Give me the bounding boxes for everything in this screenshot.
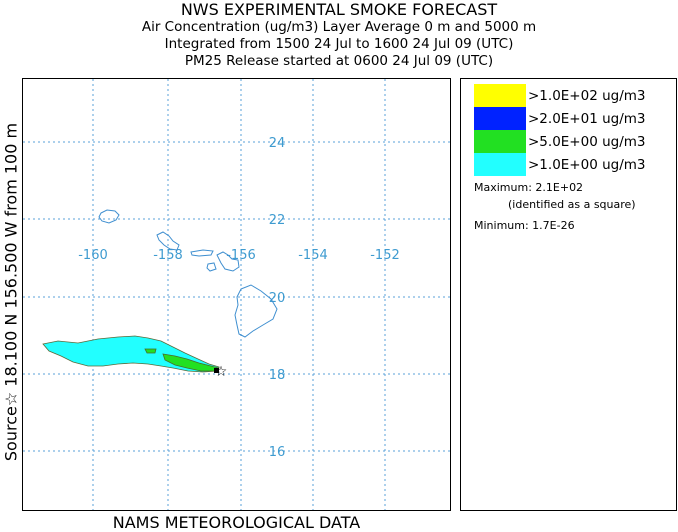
lon-label: -158 xyxy=(153,248,183,263)
integration-period: Integrated from 1500 24 Jul to 1600 24 J… xyxy=(164,36,514,52)
lon-label: -156 xyxy=(226,248,256,263)
island-coastlines xyxy=(98,209,278,338)
lat-label: 22 xyxy=(269,213,286,228)
star-icon: ☆ xyxy=(215,364,228,380)
legend-label: >1.0E+00 ug/m3 xyxy=(528,157,646,173)
lat-label: 16 xyxy=(269,445,286,460)
lat-label: 18 xyxy=(269,368,286,383)
source-location-label: Source☆ 18.100 N 156.500 W from 100 m xyxy=(1,122,21,462)
release-start: PM25 Release started at 0600 24 Jul 09 (… xyxy=(184,53,494,69)
legend-swatch-5e0 xyxy=(474,130,526,153)
legend-label: >2.0E+01 ug/m3 xyxy=(528,111,646,127)
lat-label: 20 xyxy=(269,291,286,306)
lanai-outline xyxy=(206,262,217,272)
lon-label: -152 xyxy=(370,248,400,263)
plume-contour-5e0 xyxy=(144,348,157,354)
legend-label: >1.0E+02 ug/m3 xyxy=(528,88,646,104)
map-panel: -160 -158 -156 -154 -152 24 22 20 18 16 xyxy=(22,78,451,511)
oahu-outline xyxy=(156,231,180,251)
map-grid xyxy=(23,79,450,510)
big-island-outline xyxy=(234,284,278,338)
lon-label: -160 xyxy=(78,248,108,263)
lat-label: 24 xyxy=(269,136,286,151)
molokai-outline xyxy=(190,249,214,257)
legend-swatch-1e0 xyxy=(474,153,526,176)
maui-outline xyxy=(216,251,240,272)
lon-label: -154 xyxy=(298,248,328,263)
maximum-note: (identified as a square) xyxy=(508,198,636,211)
minimum-value: Minimum: 1.7E-26 xyxy=(474,219,575,232)
legend-label: >5.0E+00 ug/m3 xyxy=(528,134,646,150)
kauai-outline xyxy=(98,209,120,224)
maximum-square-marker xyxy=(214,368,219,373)
legend-swatch-1e2 xyxy=(474,84,526,107)
legend-swatch-2e1 xyxy=(474,107,526,130)
map-canvas: -160 -158 -156 -154 -152 24 22 20 18 16 xyxy=(23,79,450,510)
data-source-footer: NAMS METEOROLOGICAL DATA xyxy=(112,513,361,532)
concentration-subtitle: Air Concentration (ug/m3) Layer Average … xyxy=(141,19,537,35)
maximum-value: Maximum: 2.1E+02 xyxy=(474,181,584,194)
forecast-title: NWS EXPERIMENTAL SMOKE FORECAST xyxy=(180,0,498,19)
